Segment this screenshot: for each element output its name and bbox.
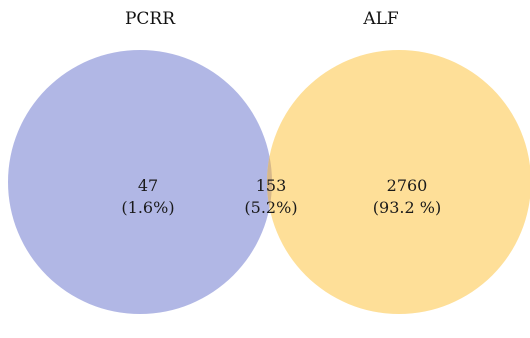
alf-title: ALF [362,9,399,29]
alf-only-count: 2760 [387,176,428,195]
intersection-percent: (5.2%) [244,198,297,217]
intersection-count: 153 [256,176,287,195]
pcrr-title: PCRR [125,9,176,29]
pcrr-circle [8,50,272,314]
pcrr-only-count: 47 [138,176,158,195]
alf-only-percent: (93.2 %) [373,198,441,217]
pcrr-only-percent: (1.6%) [121,198,174,217]
alf-circle [267,50,530,314]
